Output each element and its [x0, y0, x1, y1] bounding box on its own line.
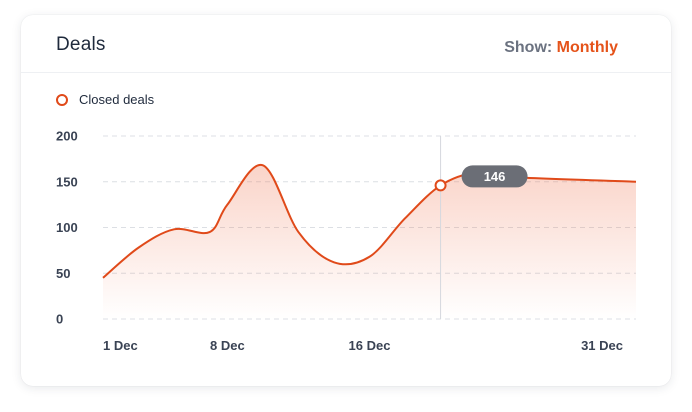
y-tick-label: 200: [56, 129, 78, 144]
chart-legend: Closed deals: [56, 92, 154, 107]
series-area: [103, 164, 636, 319]
highlight-point[interactable]: [434, 179, 447, 192]
y-tick-label: 50: [56, 266, 70, 281]
card-title: Deals: [56, 34, 106, 55]
period-selector-label: Show:: [504, 39, 553, 56]
y-axis-ticks: 200 150 100 50 0: [56, 129, 78, 327]
legend-label: Closed deals: [79, 92, 155, 107]
deals-chart: 200 150 100 50 0 1 Dec 8 Dec 16 Dec 31 Dec 146: [56, 129, 637, 353]
period-selector[interactable]: Show: Monthly: [504, 39, 618, 57]
period-selector-value[interactable]: Monthly: [556, 39, 618, 56]
y-tick-label: 100: [56, 220, 78, 235]
value-tooltip: 146: [461, 165, 528, 188]
x-tick-label: 8 Dec: [210, 338, 245, 353]
x-axis-ticks: 1 Dec 8 Dec 16 Dec 31 Dec: [103, 338, 623, 353]
y-tick-label: 150: [56, 174, 78, 189]
legend-marker-icon: [56, 93, 68, 106]
x-tick-label: 16 Dec: [349, 338, 391, 353]
card-header: Deals Show: Monthly: [21, 15, 671, 73]
y-tick-label: 0: [56, 312, 63, 327]
tooltip-value: 146: [484, 169, 506, 184]
deals-card: Deals Show: Monthly Closed deals 200 150 1…: [21, 15, 671, 386]
tooltip-background: [461, 165, 528, 188]
x-tick-label: 31 Dec: [581, 338, 623, 353]
x-tick-label: 1 Dec: [103, 338, 138, 353]
